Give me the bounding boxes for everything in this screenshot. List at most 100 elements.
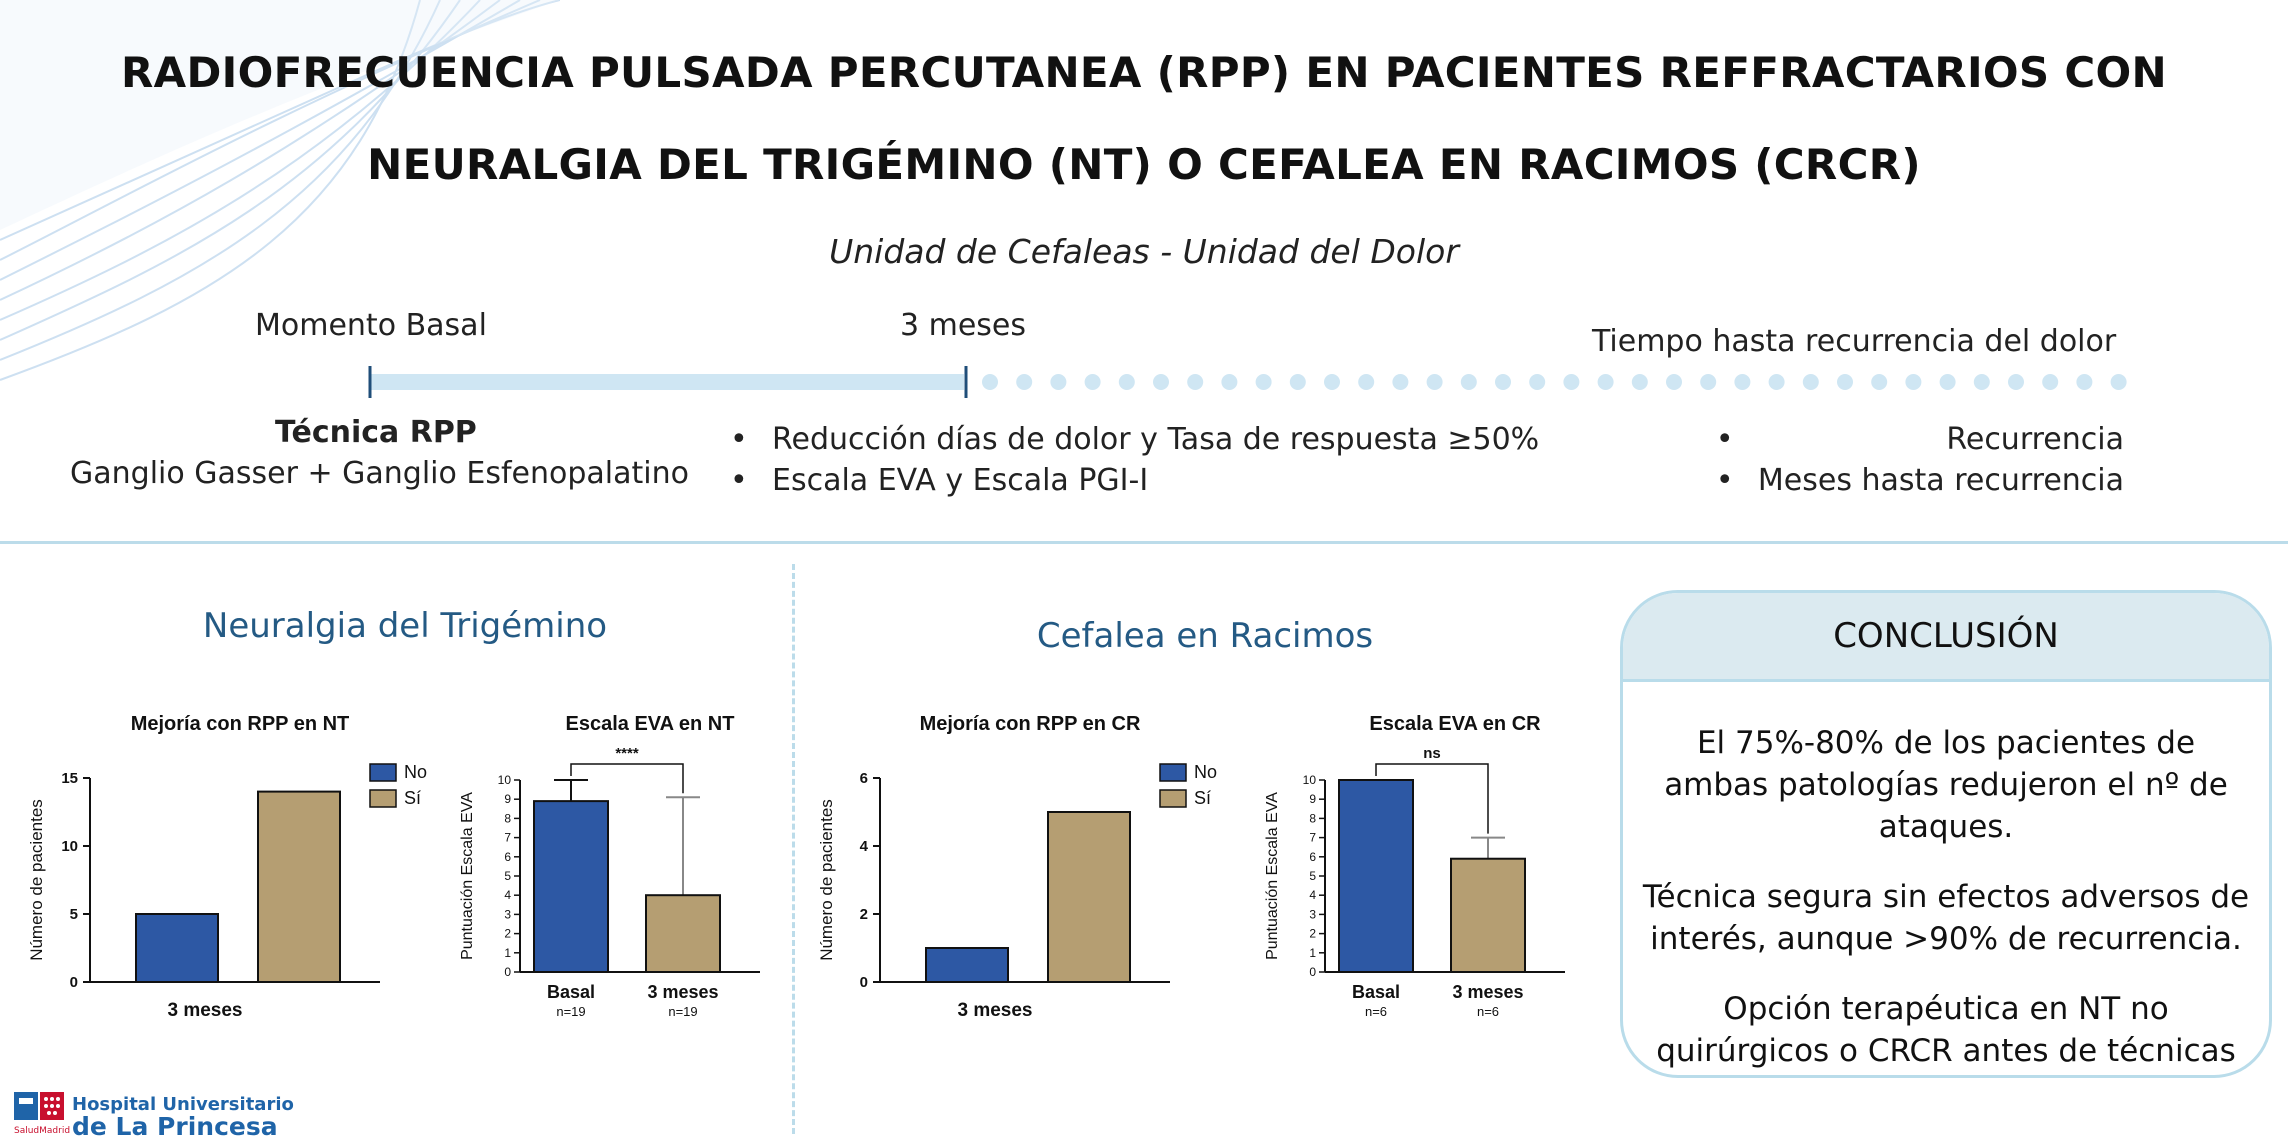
y-tick-label: 3: [504, 907, 511, 921]
timeline-3-months-label: 3 meses: [900, 308, 1027, 343]
n-label: n=19: [668, 1004, 697, 1019]
timeline-dot: [1700, 374, 1717, 390]
timeline-dot: [1563, 374, 1580, 390]
chart-title: Escala EVA en CR: [1369, 713, 1541, 735]
bar-no: [925, 947, 1009, 983]
y-tick-label: 6: [860, 770, 868, 787]
n-label: n=19: [556, 1004, 585, 1019]
y-tick-label: 0: [70, 974, 78, 991]
timeline-dot: [1871, 374, 1888, 390]
y-tick-label: 8: [504, 811, 511, 825]
chart-title: Escala EVA en NT: [566, 713, 735, 735]
timeline-dot: [2008, 374, 2024, 390]
legend-label: Sí: [404, 788, 421, 808]
timeline-dots: [982, 374, 2127, 390]
bar-3-meses: [1450, 857, 1526, 973]
y-axis-label: Puntuación Escala EVA: [1264, 792, 1281, 960]
logo-text-line-2: de La Princesa: [72, 1112, 278, 1141]
timeline-dot: [1289, 374, 1306, 390]
x-axis-label: 3 meses: [957, 1000, 1032, 1021]
technique-detail: Ganglio Gasser + Ganglio Esfenopalatino: [70, 456, 689, 491]
significance-bracket: [570, 763, 684, 794]
timeline-dot: [982, 374, 998, 390]
y-tick-label: 2: [504, 927, 511, 941]
x-tick-label: Basal: [547, 982, 595, 1002]
bar-3-meses: [645, 894, 721, 973]
timeline-dot: [1221, 374, 1238, 390]
bar-basal: [533, 800, 609, 974]
timeline-dot: [1358, 374, 1375, 390]
timeline-dot: [1734, 374, 1751, 390]
chart-mejoria-nt: Mejoría con RPP en NT 0 5 10 15 Número de pac…: [27, 713, 427, 1021]
poster-title-line-2: NEURALGIA DEL TRIGÉMINO (NT) O CEFALEA E…: [367, 140, 1921, 189]
hospital-logo-icon: [14, 1092, 64, 1120]
legend-swatch: [369, 789, 397, 808]
y-tick-label: 10: [498, 773, 512, 787]
y-tick-label: 4: [504, 888, 511, 902]
bar-si: [1047, 811, 1131, 983]
bullet-item: Reducción días de dolor y Tasa de respue…: [726, 419, 1539, 460]
legend-swatch: [369, 763, 397, 782]
y-tick-label: 2: [1309, 927, 1316, 941]
y-axis-label: Número de pacientes: [817, 799, 836, 961]
timeline-recurrence-label: Tiempo hasta recurrencia del dolor: [1592, 324, 2117, 359]
bar-no: [135, 913, 219, 983]
timeline-dot: [1426, 374, 1443, 390]
timeline-dot: [1905, 374, 1922, 390]
legend-swatch: [1159, 763, 1187, 782]
y-tick-label: 9: [1309, 792, 1316, 806]
y-tick-label: 9: [504, 792, 511, 806]
timeline-dot: [1324, 374, 1340, 390]
timeline-dot: [1495, 374, 1511, 390]
y-tick-label: 4: [860, 838, 869, 855]
legend-label: No: [404, 762, 427, 782]
timeline-dot: [1084, 374, 1101, 390]
timeline-dot: [1460, 374, 1477, 390]
timeline-dot: [2110, 374, 2127, 390]
x-tick-label: Basal: [1352, 982, 1400, 1002]
significance-label: ****: [615, 745, 639, 762]
poster-title-line-1: RADIOFRECUENCIA PULSADA PERCUTANEA (RPP)…: [121, 48, 2167, 97]
conclusion-paragraph: El 75%-80% de los pacientes de ambas pat…: [1664, 725, 2228, 845]
y-tick-label: 7: [1309, 831, 1316, 845]
recurrence-bullets: Recurrencia Meses hasta recurrencia: [1712, 419, 2124, 501]
timeline-dot: [1802, 374, 1819, 390]
timeline-dot: [2076, 374, 2093, 390]
timeline-bar: [368, 366, 2127, 398]
chart-title: Mejoría con RPP en CR: [920, 713, 1141, 735]
y-axis-label: Número de pacientes: [27, 799, 46, 961]
bullet-item: Meses hasta recurrencia: [1712, 460, 2124, 501]
timeline-dot: [1631, 374, 1648, 390]
significance-label: ns: [1423, 745, 1441, 762]
n-label: n=6: [1365, 1004, 1387, 1019]
y-tick-label: 0: [860, 974, 868, 991]
n-label: n=6: [1477, 1004, 1499, 1019]
timeline-dot: [1153, 374, 1169, 390]
legend-label: No: [1194, 762, 1217, 782]
timeline-basal-label: Momento Basal: [255, 308, 487, 343]
y-tick-label: 0: [1309, 965, 1316, 979]
y-tick-label: 2: [860, 906, 868, 923]
y-tick-label: 5: [70, 906, 78, 923]
timeline-dot: [1016, 374, 1033, 390]
chart-mejoria-cr: Mejoría con RPP en CR 0 2 4 6 Número de pacie…: [817, 713, 1217, 1021]
timeline-dot: [2042, 374, 2059, 390]
chart-eva-nt: Escala EVA en NT 0 1 2 3 4 5 6 7 8 9 10 Puntuación E…: [459, 713, 760, 1019]
y-tick-label: 1: [1309, 946, 1316, 960]
timeline-dot: [1973, 374, 1990, 390]
timeline-dot: [1187, 374, 1204, 390]
legend-label: Sí: [1194, 788, 1211, 808]
y-tick-label: 1: [504, 946, 511, 960]
y-tick-label: 7: [504, 831, 511, 845]
bar-si: [257, 790, 341, 983]
technique-title: Técnica RPP: [275, 415, 477, 450]
y-tick-label: 8: [1309, 811, 1316, 825]
timeline-dot: [1837, 374, 1853, 390]
conclusion-paragraph: Técnica segura sin efectos adversos de i…: [1642, 879, 2250, 957]
y-tick-label: 0: [504, 965, 511, 979]
conclusion-box: CONCLUSIÓN El 75%-80% de los pacientes d…: [1620, 590, 2272, 1078]
timeline-dot: [1392, 374, 1409, 390]
chart-title: Mejoría con RPP en NT: [131, 713, 350, 735]
timeline-dot: [1939, 374, 1956, 390]
horizontal-divider: [0, 541, 2288, 544]
